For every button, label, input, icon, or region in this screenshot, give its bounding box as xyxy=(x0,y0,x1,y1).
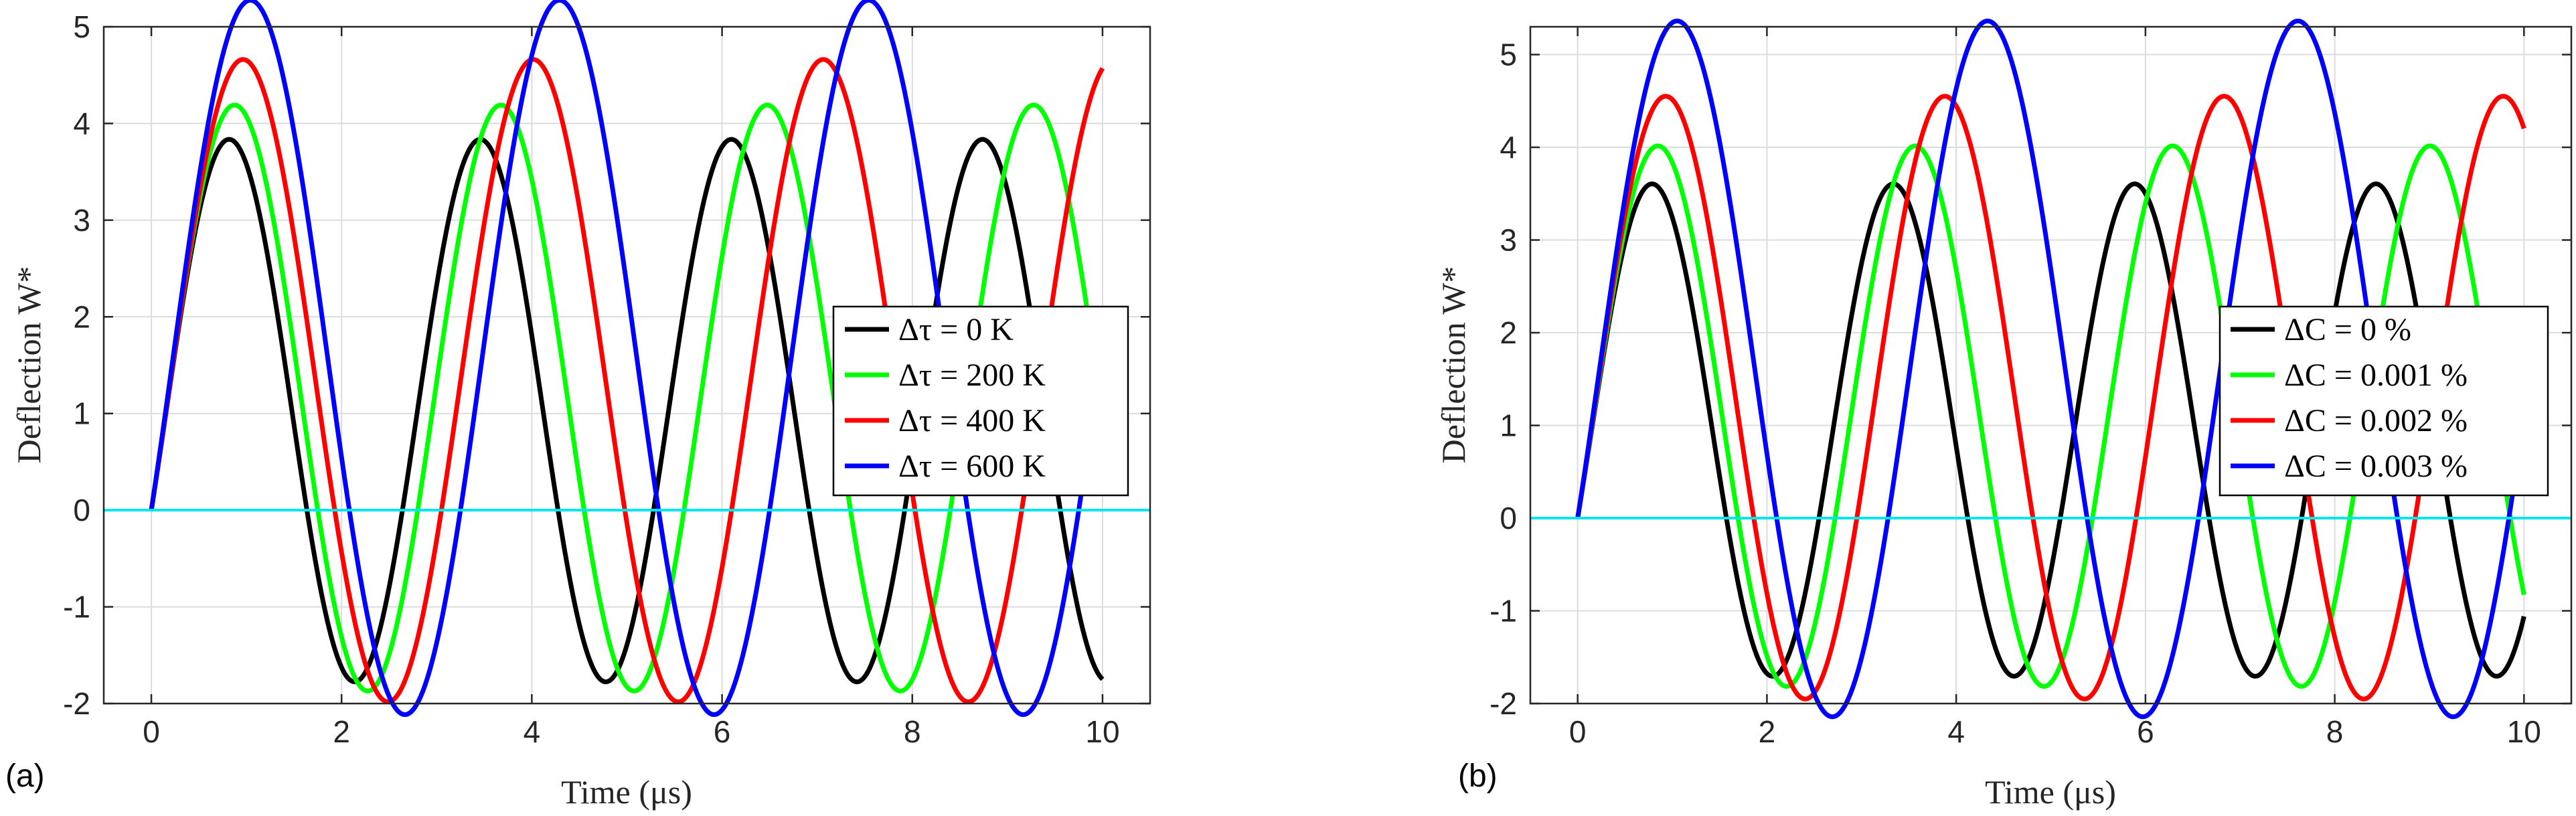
series-line-1 xyxy=(149,102,1105,693)
x-axis-label: Time (μs) xyxy=(561,773,692,811)
x-tick-label: 0 xyxy=(143,714,160,749)
legend: Δτ = 0 K Δτ = 200 K Δτ = 400 K Δτ = 600 K xyxy=(832,305,1129,497)
panel-label: (b) xyxy=(1458,758,1498,794)
x-tick-label: 10 xyxy=(2507,714,2541,749)
y-tick-label: 4 xyxy=(73,106,90,141)
x-tick-label: 4 xyxy=(1947,714,1965,749)
y-tick-label: 3 xyxy=(1500,223,1517,258)
plot-frame xyxy=(1529,25,2573,705)
x-tick-label: 2 xyxy=(333,714,350,749)
legend-label-2: Δτ = 400 K xyxy=(898,403,1046,438)
y-tick-label: 2 xyxy=(1500,315,1517,350)
y-tick-label: -2 xyxy=(1490,686,1517,721)
legend-label-0: ΔC = 0 % xyxy=(2284,312,2411,347)
y-tick-label: 0 xyxy=(73,493,90,527)
legend-label-1: ΔC = 0.001 % xyxy=(2284,357,2468,393)
y-tick-label: -2 xyxy=(63,686,90,721)
y-tick-label: 5 xyxy=(73,9,90,44)
legend-label-3: Δτ = 600 K xyxy=(898,448,1046,484)
panel-label: (a) xyxy=(5,758,45,794)
series-line-2 xyxy=(1575,94,2526,702)
legend-label-3: ΔC = 0.003 % xyxy=(2284,448,2468,484)
x-tick-label: 8 xyxy=(2326,714,2344,749)
legend-label-2: ΔC = 0.002 % xyxy=(2284,403,2468,438)
series-line-2 xyxy=(149,57,1105,704)
y-tick-label: 1 xyxy=(73,396,90,431)
x-tick-label: 4 xyxy=(524,714,541,749)
x-tick-label: 2 xyxy=(1759,714,1776,749)
series-line-3 xyxy=(1575,18,2526,720)
x-axis-label: Time (μs) xyxy=(1985,773,2116,811)
x-tick-label: 10 xyxy=(1085,714,1119,749)
y-tick-label: 0 xyxy=(1500,501,1517,536)
axis-ticks: 0 2 4 6 8 10 -2 -1 0 1 2 3 4 5 xyxy=(63,9,1150,749)
series-line-0 xyxy=(149,137,1105,685)
y-tick-label: -1 xyxy=(63,590,90,625)
y-tick-label: -1 xyxy=(1490,594,1517,629)
x-tick-label: 8 xyxy=(904,714,921,749)
series-lines xyxy=(104,0,1150,718)
y-tick-label: 5 xyxy=(1500,37,1517,72)
legend-label-0: Δτ = 0 K xyxy=(898,312,1014,347)
y-tick-label: 3 xyxy=(73,203,90,238)
y-tick-label: 4 xyxy=(1500,130,1517,165)
y-axis-label: Deflection W* xyxy=(1435,266,1472,464)
x-tick-label: 0 xyxy=(1569,714,1587,749)
chart-panel-a: 0 2 4 6 8 10 -2 -1 0 1 2 3 4 5 Time (μs) Deflection W… xyxy=(5,0,1151,811)
x-tick-label: 6 xyxy=(714,714,731,749)
chart-panel-b: 0 2 4 6 8 10 -2 -1 0 1 2 3 4 5 Time (μs) Deflection W… xyxy=(1435,18,2573,811)
y-axis-label: Deflection W* xyxy=(10,266,48,464)
y-tick-label: 2 xyxy=(73,299,90,334)
x-tick-label: 6 xyxy=(2137,714,2154,749)
legend: ΔC = 0 % ΔC = 0.001 % ΔC = 0.002 % ΔC = 0.0… xyxy=(2219,305,2549,497)
plot-frame xyxy=(102,25,1151,705)
y-tick-label: 1 xyxy=(1500,408,1517,443)
legend-label-1: Δτ = 200 K xyxy=(898,357,1046,393)
axis-ticks: 0 2 4 6 8 10 -2 -1 0 1 2 3 4 5 xyxy=(1490,27,2571,749)
series-line-0 xyxy=(1575,181,2526,679)
